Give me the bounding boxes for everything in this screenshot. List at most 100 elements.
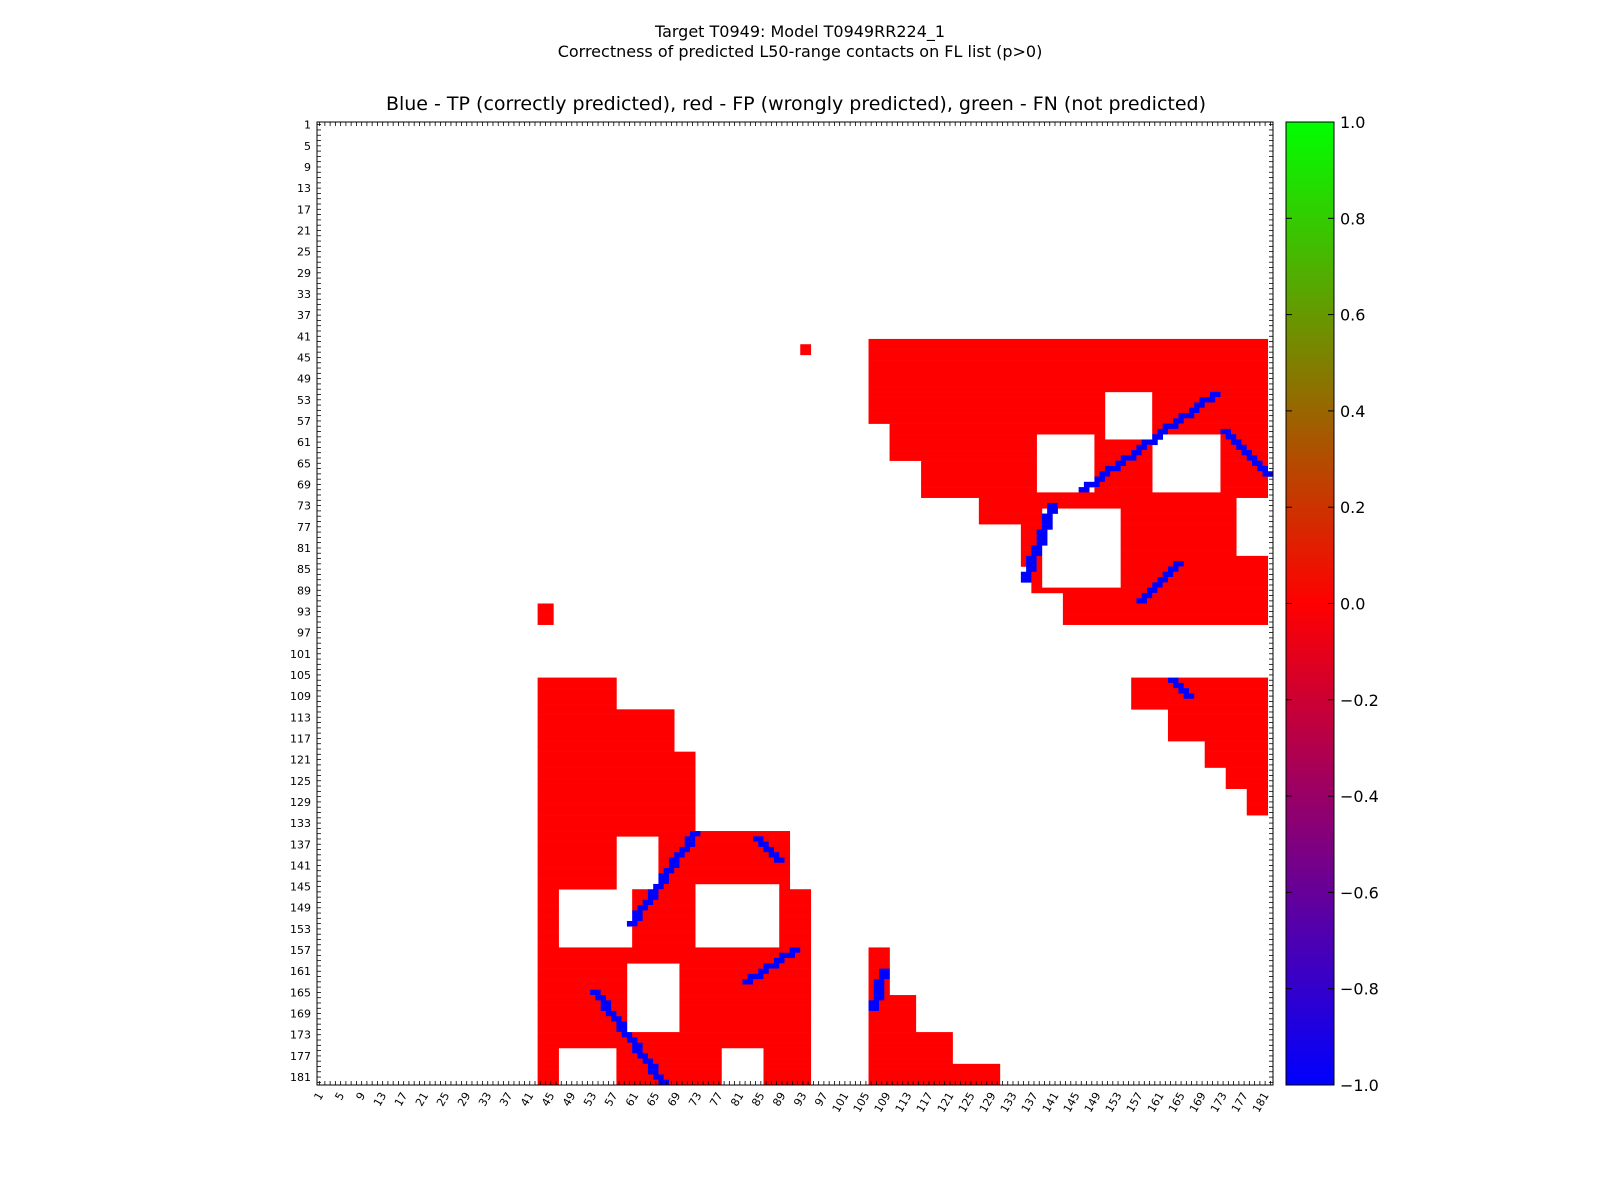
fp-contact-cell [768, 841, 791, 848]
fp-contact-cell [1236, 434, 1269, 440]
fp-contact-cell [800, 344, 812, 350]
axis-ticks [317, 122, 1273, 1085]
fp-contact-cell [537, 899, 559, 906]
fp-contact-cell [1120, 513, 1237, 520]
tp-contact-cell [1236, 444, 1248, 451]
fp-contact-cell [537, 958, 775, 964]
x-tick-label: 53 [581, 1090, 599, 1109]
tp-contact-cell [684, 836, 696, 842]
fp-contact-cell [868, 418, 1106, 424]
y-tick-label: 157 [290, 944, 311, 957]
fp-contact-cell [537, 868, 617, 874]
fp-contact-cell [779, 910, 812, 916]
x-tick-label: 81 [728, 1090, 746, 1109]
y-tick-label: 165 [290, 986, 311, 999]
tp-contact-cell [668, 862, 680, 869]
fp-contact-cell [1062, 598, 1137, 604]
fp-contact-cell [978, 518, 1043, 525]
fp-contact-cell [658, 846, 680, 853]
y-tick-label: 37 [297, 309, 311, 322]
tp-contact-cell [773, 958, 785, 964]
fp-contact-cell [784, 958, 812, 964]
tp-contact-cell [1230, 439, 1242, 446]
tp-contact-cell [1099, 471, 1111, 477]
fp-contact-cell [763, 1069, 812, 1075]
fp-contact-cell [868, 1032, 953, 1038]
fp-contact-cell [537, 714, 675, 721]
fp-contact-cell [1136, 455, 1153, 461]
fp-contact-cell [1094, 487, 1153, 493]
tp-contact-cell [642, 1058, 654, 1065]
fp-contact-cell [779, 936, 812, 943]
tp-contact-cell [747, 973, 764, 980]
fp-contact-cell [868, 963, 890, 969]
fp-contact-cell [1094, 439, 1142, 446]
fp-contact-cell [1120, 524, 1237, 530]
y-tick-label: 41 [297, 330, 311, 343]
y-tick-label: 153 [290, 923, 311, 936]
y-tick-label: 61 [297, 436, 311, 449]
tp-contact-cell [742, 979, 754, 985]
x-tick-label: 73 [686, 1090, 704, 1109]
fp-contact-cell [868, 349, 1269, 356]
y-tick-label: 1 [304, 119, 311, 132]
fp-contact-cell [537, 751, 696, 758]
fp-contact-cell [1020, 561, 1027, 567]
x-tick-label: 177 [1229, 1090, 1251, 1115]
fp-contact-cell [679, 995, 812, 1001]
x-tick-label: 153 [1103, 1090, 1125, 1115]
fp-contact-cell [647, 1053, 722, 1059]
tp-contact-cell [1246, 455, 1258, 461]
x-tick-label: 13 [371, 1090, 389, 1109]
tp-contact-cell [1047, 502, 1058, 509]
fp-contact-cell [679, 984, 812, 991]
x-tick-label: 169 [1187, 1090, 1209, 1115]
fp-contact-cell [658, 841, 685, 848]
tp-contact-cell [1241, 450, 1253, 456]
fp-contact-cell [537, 1069, 559, 1075]
fp-contact-cell [1146, 444, 1153, 451]
y-tick-label: 101 [290, 648, 311, 661]
fp-contact-cell [978, 502, 1048, 509]
fp-contact-cell [537, 920, 559, 927]
fp-contact-cell [1152, 407, 1190, 414]
fp-contact-cell [537, 682, 617, 689]
fp-contact-cell [642, 910, 696, 916]
fp-contact-cell [537, 1063, 559, 1070]
x-tick-label: 17 [392, 1090, 410, 1109]
fp-contact-cell [658, 836, 685, 842]
fp-contact-cell [921, 471, 1037, 477]
fp-contact-cell [537, 963, 628, 969]
fp-contact-cell [1225, 767, 1269, 774]
fp-contact-cell [1220, 434, 1227, 440]
fp-contact-cell [1262, 460, 1269, 467]
fp-contact-cell [868, 338, 1269, 345]
fp-contact-cell [668, 878, 791, 885]
y-tick-label: 117 [290, 732, 311, 745]
fp-contact-cell [684, 852, 770, 858]
fp-contact-cell [1131, 677, 1169, 684]
fp-contact-cell [1220, 476, 1269, 483]
fp-contact-cell [537, 878, 617, 885]
tp-contact-cell [1136, 598, 1148, 604]
y-tick-label: 21 [297, 224, 311, 237]
tp-contact-cell [1026, 555, 1037, 562]
x-tick-label: 89 [770, 1090, 788, 1109]
fp-contact-cell [537, 836, 617, 842]
fp-contact-cell [537, 873, 617, 879]
tp-contact-cell [1152, 582, 1163, 588]
x-tick-label: 37 [497, 1090, 515, 1109]
fp-contact-cell [537, 862, 617, 869]
tp-contact-cell [1162, 423, 1179, 430]
fp-contact-cell [1220, 444, 1237, 451]
fp-contact-cell [879, 1000, 917, 1006]
y-tick-label: 45 [297, 351, 311, 364]
tp-contact-cell [1152, 434, 1163, 440]
fp-contact-cell [868, 370, 1269, 377]
fp-contact-cell [1220, 471, 1263, 477]
fp-contact-cell [537, 698, 617, 705]
y-tick-label: 29 [297, 267, 311, 280]
fp-contact-cell [868, 947, 890, 954]
fp-contact-cell [537, 719, 675, 726]
fp-contact-cell [1152, 423, 1163, 430]
